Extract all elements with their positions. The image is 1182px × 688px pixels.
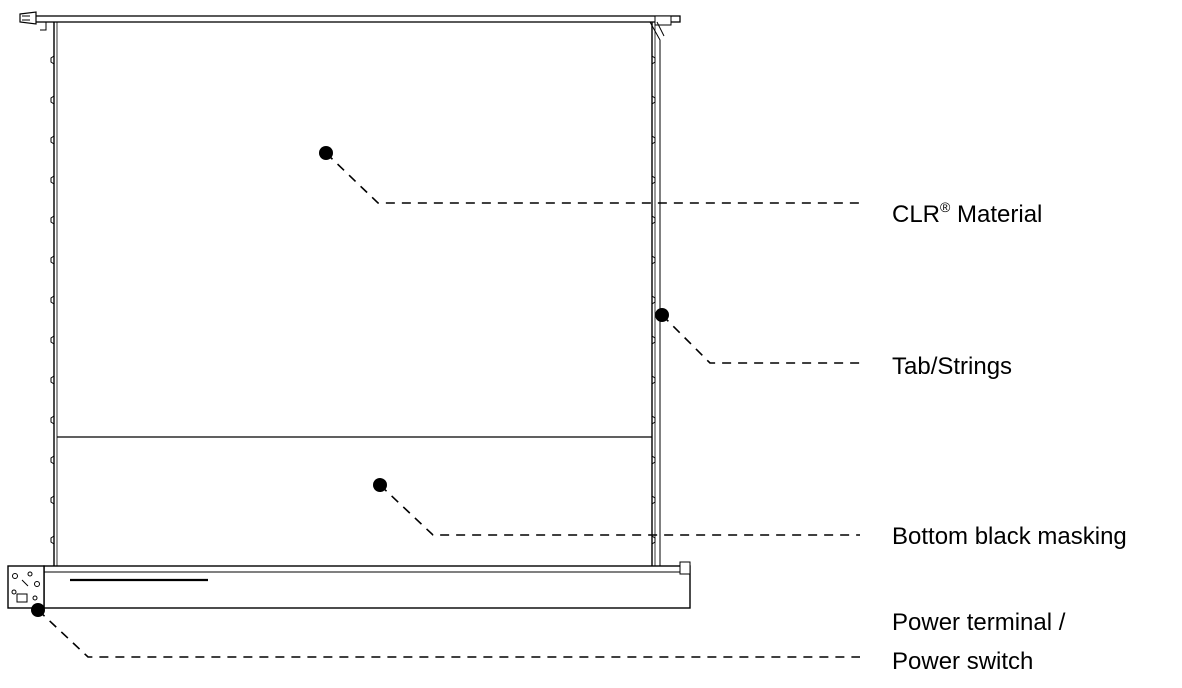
tension-cable [649, 21, 665, 566]
tab-notch [651, 455, 656, 465]
tab-notch [50, 295, 55, 305]
tab-notch [50, 335, 55, 345]
bottom-housing [43, 561, 691, 609]
label-tab-strings: Tab/Strings [892, 353, 1012, 381]
tab-notch [651, 495, 656, 505]
tab-notch [651, 255, 656, 265]
tab-notch [651, 95, 656, 105]
tab-notch [50, 135, 55, 145]
screen-surface [53, 22, 656, 566]
tab-notch [50, 255, 55, 265]
power-terminal-box [7, 565, 45, 609]
tab-notch [651, 415, 656, 425]
right-end-cap [654, 15, 672, 26]
label-suffix: Material [950, 201, 1043, 228]
tab-notch [50, 375, 55, 385]
top-housing [19, 11, 681, 31]
callout-masking [373, 478, 860, 536]
leader-line [325, 152, 860, 204]
tab-notch [50, 495, 55, 505]
tab-notch [50, 535, 55, 545]
label-power-switch: Power switch [892, 648, 1033, 676]
tab-notch [50, 55, 55, 65]
label-line-2: Power switch [892, 648, 1034, 675]
label-line-1: Power terminal / [892, 609, 1066, 636]
tab-notch [50, 95, 55, 105]
label-power-terminal: Power terminal / [892, 609, 1065, 637]
tab-strings [50, 55, 656, 545]
tab-notch [651, 535, 656, 545]
registered-mark: ® [940, 199, 951, 215]
tab-notch [651, 135, 656, 145]
tab-notch [651, 215, 656, 225]
leader-line [37, 609, 860, 658]
tab-notch [651, 335, 656, 345]
tab-notch [50, 415, 55, 425]
callout-tabs [655, 308, 860, 364]
label-text: Bottom black masking [892, 523, 1127, 550]
tab-notch [50, 215, 55, 225]
tab-notch [651, 175, 656, 185]
tab-notch [651, 55, 656, 65]
tab-notch [651, 375, 656, 385]
tab-notch [50, 455, 55, 465]
left-end-cap [19, 11, 37, 25]
label-clr-material: CLR® Material [892, 193, 1042, 229]
callout-power [31, 603, 860, 658]
label-bottom-black-masking: Bottom black masking [892, 523, 1127, 551]
leader-line [661, 314, 860, 364]
label-text: CLR [892, 201, 941, 228]
tab-notch [50, 175, 55, 185]
label-text: Tab/Strings [892, 353, 1013, 380]
callout-material [319, 146, 860, 204]
leader-line [379, 484, 860, 536]
tab-notch [651, 295, 656, 305]
